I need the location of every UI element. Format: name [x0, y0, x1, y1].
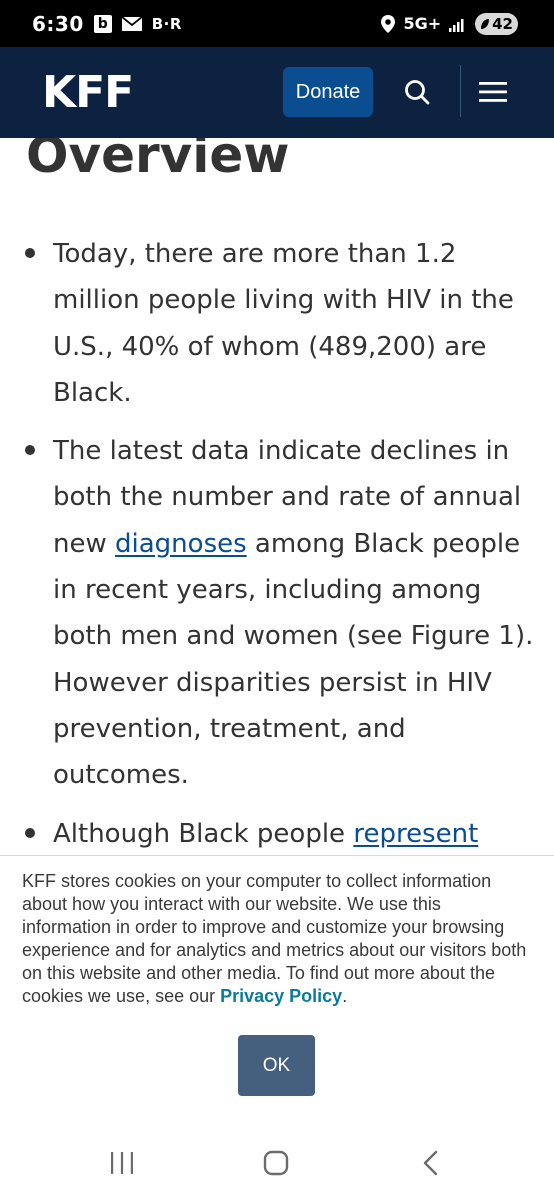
bullet-text: Today, there are more than 1.2 million p…	[53, 239, 514, 408]
cookie-text-body: KFF stores cookies on your computer to c…	[22, 871, 527, 1006]
bullet-item: Although Black people represent	[0, 811, 554, 855]
overview-bullet-list: Today, there are more than 1.2 million p…	[0, 231, 554, 855]
battery-saver-leaf-icon	[481, 18, 490, 29]
system-nav-bar	[0, 1123, 554, 1200]
network-type: 5G+	[403, 14, 442, 33]
notification-br-icon: B·R	[151, 14, 182, 33]
search-icon	[405, 80, 430, 105]
battery-indicator: 42	[475, 12, 518, 35]
bullet-item: Today, there are more than 1.2 million p…	[0, 231, 554, 416]
bullet-item: The latest data indicate declines in bot…	[0, 428, 554, 798]
article-content: Overview Today, there are more than 1.2 …	[0, 138, 554, 855]
cookie-banner: KFF stores cookies on your computer to c…	[0, 855, 554, 1123]
cookie-text-end: .	[342, 986, 348, 1006]
recent-apps-button[interactable]	[102, 1147, 142, 1179]
search-button[interactable]	[398, 73, 436, 111]
status-bar: 6:30 b B·R 5G+ 42	[0, 0, 554, 47]
diagnoses-link[interactable]: diagnoses	[115, 528, 247, 559]
status-left: 6:30 b B·R	[32, 12, 182, 36]
status-time: 6:30	[32, 11, 84, 36]
battery-level: 42	[492, 14, 513, 33]
back-button[interactable]	[411, 1147, 451, 1179]
mail-icon	[121, 16, 142, 31]
cookie-notice-text: KFF stores cookies on your computer to c…	[22, 870, 534, 1008]
cookie-ok-button[interactable]: OK	[238, 1035, 315, 1096]
notification-b-icon: b	[93, 14, 112, 33]
represent-link[interactable]: represent	[353, 818, 479, 849]
location-icon	[381, 14, 396, 33]
menu-button[interactable]	[474, 73, 512, 111]
donate-button[interactable]: Donate	[283, 67, 373, 117]
home-button[interactable]	[256, 1147, 296, 1179]
privacy-policy-link[interactable]: Privacy Policy	[220, 986, 343, 1006]
signal-icon	[449, 18, 464, 32]
home-icon	[263, 1150, 289, 1176]
header-divider	[460, 65, 461, 117]
hamburger-menu-icon	[479, 82, 507, 102]
recent-apps-icon	[111, 1152, 133, 1174]
bullet-text: among Black people in recent years, incl…	[53, 528, 534, 791]
section-heading: Overview	[26, 138, 290, 184]
bullet-text: Although Black people	[53, 818, 354, 849]
kff-logo[interactable]: KFF	[42, 67, 134, 118]
status-right: 5G+ 42	[381, 12, 518, 35]
back-chevron-icon	[423, 1150, 438, 1176]
site-header: KFF Donate	[0, 47, 554, 138]
bullet-text: The latest data indicate declines in bot…	[53, 436, 522, 559]
